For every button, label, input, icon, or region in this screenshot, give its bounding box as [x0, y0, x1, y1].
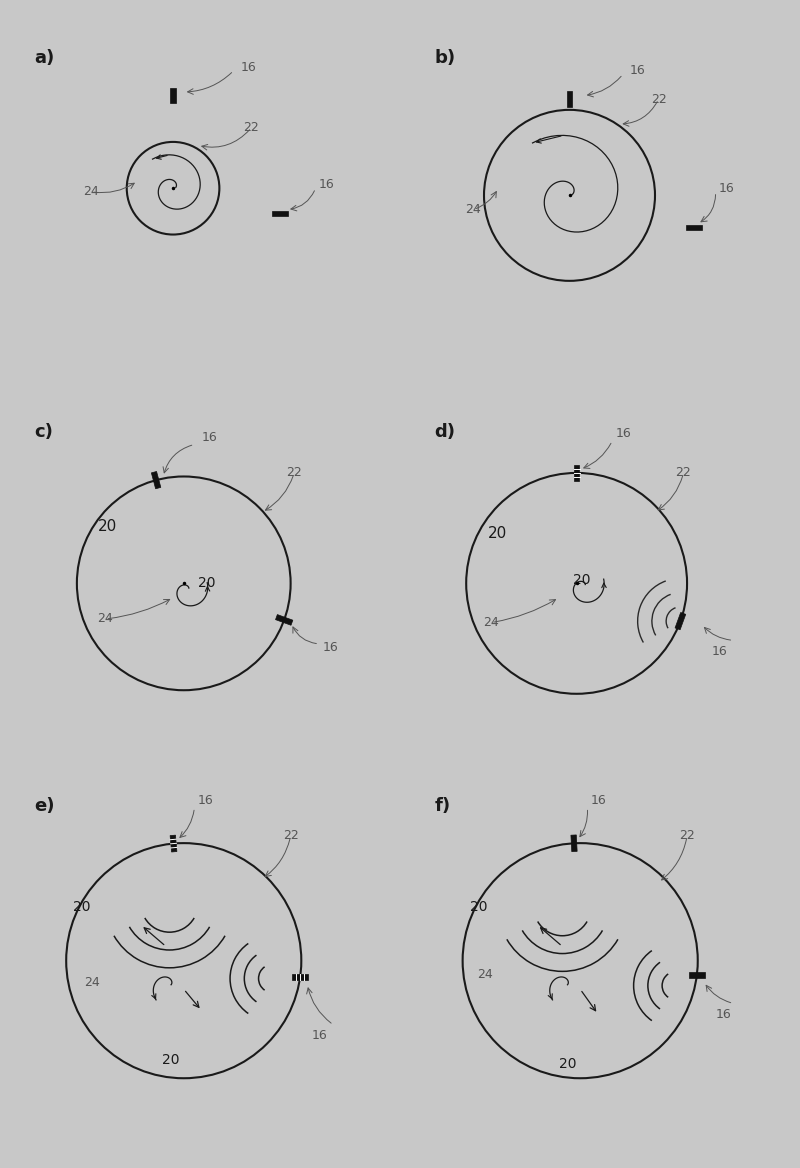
Text: 20: 20: [198, 576, 215, 590]
Text: 22: 22: [650, 92, 666, 105]
Text: 20: 20: [487, 526, 507, 541]
Polygon shape: [275, 614, 293, 625]
Text: 20: 20: [98, 519, 118, 534]
Polygon shape: [292, 974, 308, 980]
Text: 16: 16: [322, 641, 338, 654]
Text: 22: 22: [679, 829, 695, 842]
Polygon shape: [151, 472, 161, 488]
Text: 16: 16: [719, 182, 735, 195]
Text: 20: 20: [470, 901, 487, 915]
Text: 20: 20: [74, 901, 91, 915]
Text: 24: 24: [84, 975, 100, 988]
Polygon shape: [272, 210, 288, 216]
Text: 16: 16: [591, 794, 606, 807]
Text: 16: 16: [630, 64, 646, 77]
Text: 16: 16: [241, 61, 257, 74]
Text: 24: 24: [483, 616, 499, 630]
Polygon shape: [170, 88, 176, 104]
Text: 16: 16: [712, 645, 728, 658]
Text: c): c): [34, 423, 53, 442]
Text: 24: 24: [98, 612, 114, 626]
Text: 16: 16: [312, 1029, 328, 1042]
Text: f): f): [434, 797, 450, 815]
Text: b): b): [434, 49, 455, 68]
Text: 24: 24: [466, 203, 481, 216]
Text: 24: 24: [83, 186, 99, 199]
Text: 16: 16: [616, 427, 631, 440]
Polygon shape: [689, 972, 705, 978]
Text: 16: 16: [319, 179, 335, 192]
Text: 20: 20: [573, 572, 590, 586]
Polygon shape: [170, 835, 177, 851]
Text: 16: 16: [198, 794, 214, 807]
Text: 22: 22: [676, 466, 691, 479]
Text: 16: 16: [202, 431, 218, 444]
Text: 22: 22: [282, 829, 298, 842]
Polygon shape: [574, 465, 579, 481]
Text: 22: 22: [243, 121, 259, 134]
Polygon shape: [571, 835, 577, 851]
Text: 20: 20: [162, 1054, 180, 1068]
Text: 22: 22: [286, 466, 302, 479]
Text: 24: 24: [477, 968, 493, 981]
Text: 16: 16: [715, 1008, 731, 1021]
Text: e): e): [34, 797, 54, 815]
Text: 20: 20: [559, 1057, 576, 1071]
Text: d): d): [434, 423, 455, 442]
Polygon shape: [567, 91, 572, 107]
Polygon shape: [686, 225, 702, 230]
Text: a): a): [34, 49, 54, 68]
Polygon shape: [675, 612, 686, 630]
